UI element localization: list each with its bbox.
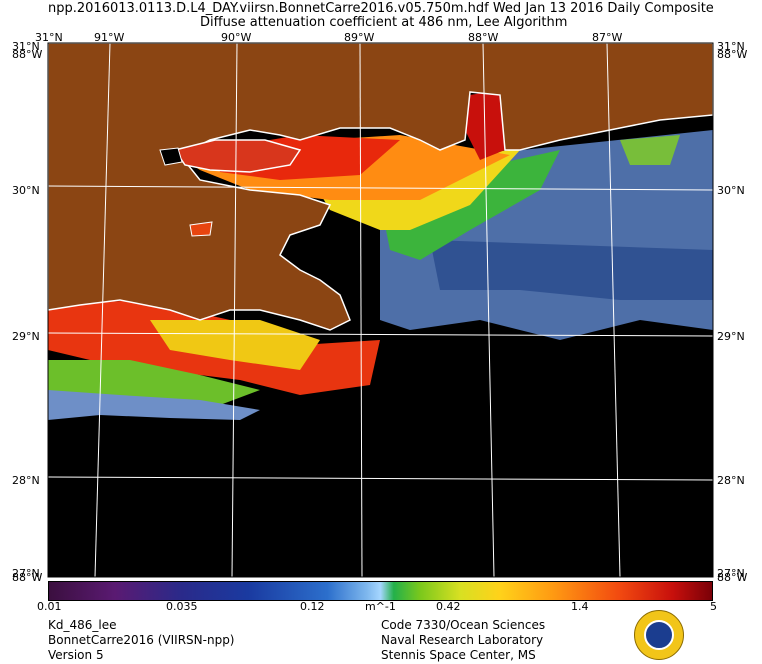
colorbar-tick-2: 0.12: [300, 600, 325, 613]
corner-label-bottom-right: 88°W: [717, 571, 747, 581]
lon-label-88w: 88°W: [468, 31, 498, 44]
colorbar-tick-3: 0.42: [436, 600, 461, 613]
lat-label-27n-left: 27°N: [12, 567, 40, 580]
lat-label-29n-right: 29°N: [717, 330, 745, 343]
lake-small: [189, 221, 213, 237]
lake-maurepas: [159, 147, 183, 166]
data-east-green: [620, 135, 680, 165]
lon-line-87: [606, 42, 621, 578]
title-line-1: npp.2016013.0113.D.L4_DAY.viirsn.BonnetC…: [48, 1, 714, 16]
lat-label-top-left-inner: 31°N: [12, 40, 40, 53]
lake-pontchartrain: [173, 139, 302, 173]
lon-label-89w: 89°W: [344, 31, 374, 44]
lat-label-27n-right: 27°N: [717, 567, 745, 580]
lat-label-30n-left: 30°N: [12, 184, 40, 197]
lon-line-90: [231, 42, 238, 578]
lat-label-30n-right: 30°N: [717, 184, 745, 197]
colorbar-tick-0: 0.01: [37, 600, 62, 613]
corner-label-top-left: 88°W: [12, 48, 42, 61]
corner-label-bottom-left: 88°W: [12, 571, 42, 581]
land-mass: [47, 42, 714, 331]
footer-dataset: BonnetCarre2016 (VIIRSN-npp): [48, 633, 235, 647]
lat-label-28n-left: 28°N: [12, 474, 40, 487]
footer-product: Kd_486_lee: [48, 618, 117, 632]
graticule: [47, 42, 714, 578]
colorbar-tick-4: 1.4: [571, 600, 589, 613]
data-west-yellow: [150, 320, 320, 370]
lat-label-28n-right: 28°N: [717, 474, 745, 487]
footer-org-name: Naval Research Laboratory: [381, 633, 544, 647]
lon-label-90w: 90°W: [221, 31, 251, 44]
footer-version: Version 5: [48, 648, 104, 662]
colorbar-tick-5: 5: [710, 600, 717, 613]
nrl-seal-logo: [634, 610, 684, 660]
lon-line-91: [94, 42, 111, 578]
colorbar-units: m^-1: [365, 600, 396, 613]
lon-line-89: [359, 42, 363, 578]
lat-line-28: [47, 476, 714, 481]
data-blue-bands: [430, 240, 713, 300]
lat-label-top-right: 31°N: [717, 40, 745, 53]
footer-org-code: Code 7330/Ocean Sciences: [381, 618, 546, 632]
title-line-2: Diffuse attenuation coefficient at 486 n…: [200, 15, 568, 30]
lon-label-91w: 91°W: [94, 31, 124, 44]
colorbar: [48, 581, 713, 601]
map-frame: [47, 42, 714, 578]
lon-label-87w: 87°W: [592, 31, 622, 44]
lat-label-29n-left: 29°N: [12, 330, 40, 343]
lat-line-29: [47, 332, 714, 337]
lon-line-88: [482, 42, 495, 578]
data-west-blue: [48, 390, 260, 420]
lat-line-30: [47, 185, 714, 191]
corner-label-top-right: 88°W: [717, 48, 747, 61]
colorbar-tick-1: 0.035: [166, 600, 198, 613]
ocean-color-map: 31°N 91°W 90°W 89°W 88°W 87°W 31°N 88°W …: [12, 31, 747, 581]
footer-org-location: Stennis Space Center, MS: [381, 648, 536, 662]
lat-label-top-left: 31°N: [35, 31, 63, 44]
